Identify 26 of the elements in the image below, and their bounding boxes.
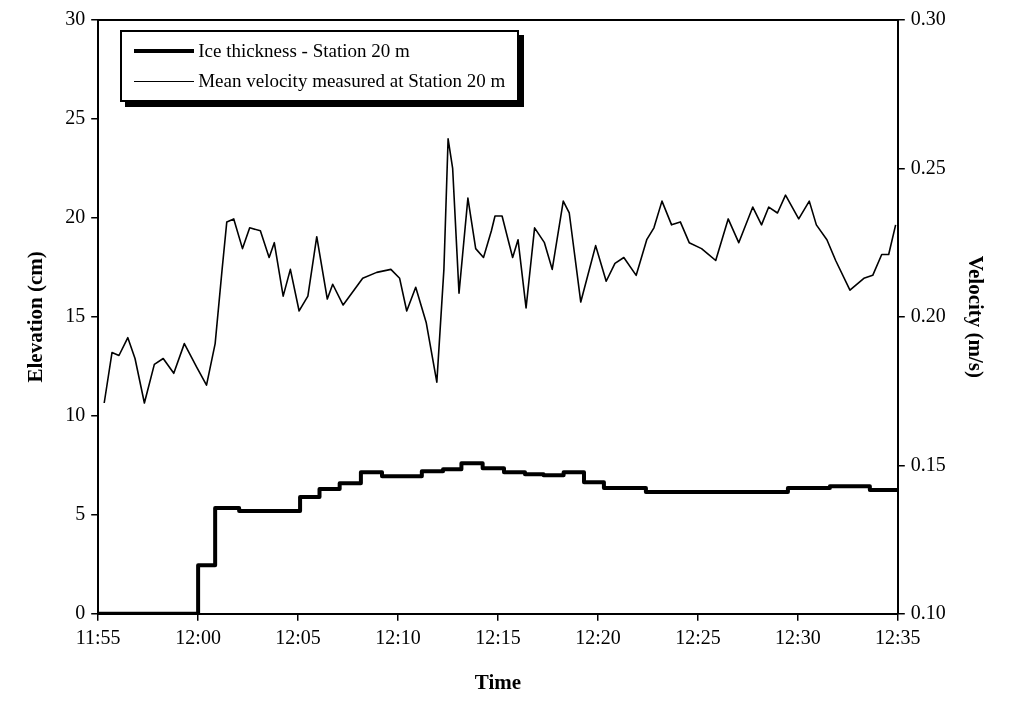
y2-tick-label: 0.25: [910, 155, 946, 178]
x-tick-label: 12:20: [575, 626, 621, 649]
y-tick-label: 30: [65, 7, 86, 30]
x-tick-label: 12:35: [875, 626, 921, 649]
y-tick-label: 5: [75, 502, 86, 525]
x-axis-title: Time: [474, 669, 522, 694]
x-tick-label: 12:00: [175, 626, 221, 649]
y-tick-label: 15: [65, 304, 86, 327]
legend-label: Mean velocity measured at Station 20 m: [198, 70, 506, 92]
x-tick-label: 12:25: [675, 626, 721, 649]
y2-tick-label: 0.10: [910, 601, 946, 624]
x-tick-label: 12:05: [275, 626, 321, 649]
y2-tick-label: 0.30: [910, 7, 946, 30]
y2-tick-label: 0.15: [910, 452, 946, 475]
x-tick-label: 12:30: [775, 626, 821, 649]
x-tick-label: 12:10: [375, 626, 421, 649]
y2-axis-title: Velocity (m/s): [963, 255, 988, 379]
y2-tick-label: 0.20: [910, 304, 946, 327]
y-tick-label: 20: [65, 205, 86, 228]
y-tick-label: 25: [65, 106, 86, 129]
x-tick-label: 11:55: [75, 626, 121, 649]
legend-label: Ice thickness - Station 20 m: [198, 40, 410, 62]
y-tick-label: 10: [65, 403, 86, 426]
y-tick-label: 0: [75, 601, 86, 624]
x-tick-label: 12:15: [475, 626, 521, 649]
y-axis-title: Elevation (cm): [23, 251, 48, 383]
